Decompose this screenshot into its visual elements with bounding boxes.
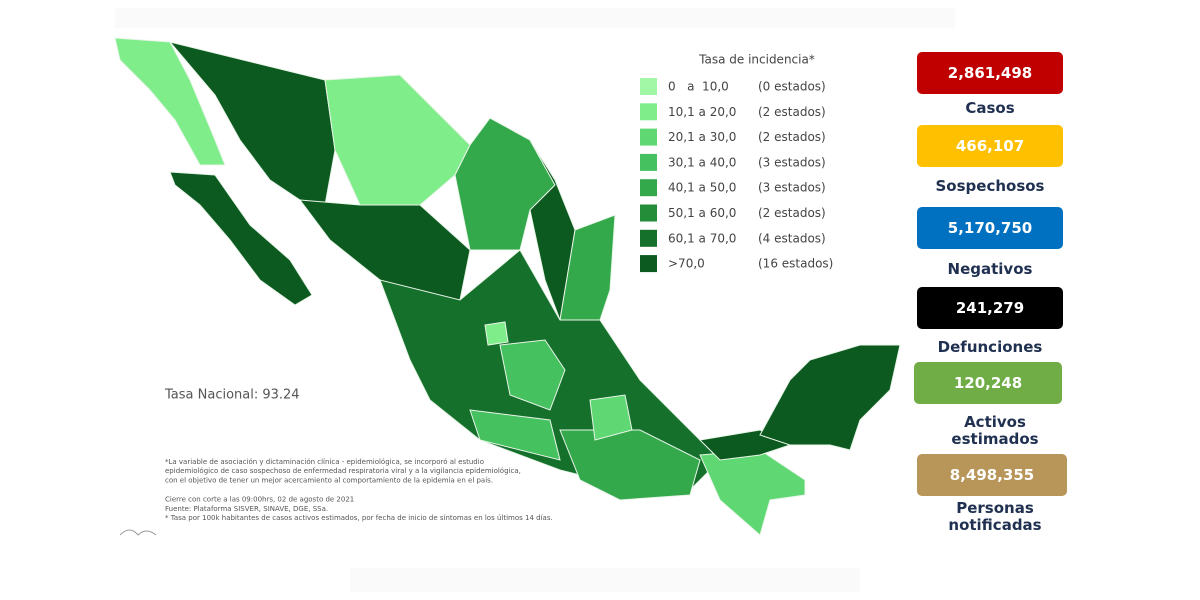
legend-swatch (640, 179, 657, 197)
stat-value: 2,861,498 (917, 52, 1063, 94)
state (589, 394, 633, 441)
stat-label: Defunciones (937, 338, 1043, 356)
footnote: epidemiológico de caso sospechoso de enf… (165, 467, 521, 475)
logo (119, 529, 157, 536)
legend-range: 10,1 a 20,0 (668, 105, 736, 119)
stat-value: 8,498,355 (917, 454, 1067, 496)
legend-range: 40,1 a 50,0 (668, 181, 736, 195)
footnote: Fuente: Plataforma SISVER, SINAVE, DGE, … (165, 505, 328, 513)
legend-swatch (640, 128, 657, 146)
state (529, 139, 576, 322)
state (559, 214, 616, 321)
legend-swatch (640, 255, 657, 273)
stat-label: Personas notificadas (948, 499, 1042, 534)
state (469, 409, 561, 461)
legend-swatch (640, 229, 657, 247)
states (114, 37, 901, 536)
legend-count: (0 estados) (758, 80, 826, 94)
legend-swatch (640, 103, 657, 121)
footer-strip (350, 568, 860, 592)
stat-value: 5,170,750 (917, 207, 1063, 249)
legend-range: >70,0 (668, 257, 705, 271)
stat-value: 466,107 (917, 125, 1063, 167)
stat-value: 241,279 (917, 287, 1063, 329)
header-strip (115, 8, 955, 28)
state (759, 344, 901, 451)
legend-count: (3 estados) (758, 155, 826, 169)
legend-range: 0 a 10,0 (668, 80, 729, 94)
legend-count: (2 estados) (758, 130, 826, 144)
stat-label: Casos (965, 99, 1015, 117)
legend-range: 20,1 a 30,0 (668, 130, 736, 144)
legend-count: (2 estados) (758, 206, 826, 220)
state (169, 171, 313, 306)
legend-swatch (640, 78, 657, 95)
state (114, 37, 226, 166)
state (499, 339, 566, 411)
stat-label: Negativos (947, 260, 1033, 278)
stat-label: Sospechosos (935, 177, 1045, 195)
legend-swatch (640, 153, 657, 171)
footnote: *La variable de asociación y dictaminaci… (165, 458, 484, 466)
legend-range: 30,1 a 40,0 (668, 155, 736, 169)
stat-label: Activos estimados (951, 413, 1039, 448)
state (324, 74, 471, 206)
footnote: Cierre con corte a las 09:00hrs, 02 de a… (165, 496, 354, 504)
footnotes: *La variable de asociación y dictaminaci… (165, 458, 553, 522)
stat-value: 120,248 (914, 362, 1062, 404)
legend-count: (3 estados) (758, 181, 826, 195)
legend-count: (16 estados) (758, 257, 833, 271)
national-rate: Tasa Nacional: 93.24 (164, 388, 300, 403)
state (484, 321, 509, 346)
footnote: * Tasa por 100k habitantes de casos acti… (165, 514, 553, 522)
legend-title: Tasa de incidencia* (698, 53, 815, 67)
legend: 0 a 10,0 (0 estados) 10,1 a 20,0 (2 estados… (640, 78, 833, 273)
legend-count: (2 estados) (758, 105, 826, 119)
state (699, 449, 806, 536)
legend-swatch (640, 204, 657, 222)
footnote: con el objetivo de tener un mejor acerca… (165, 476, 493, 484)
legend-range: 50,1 a 60,0 (668, 206, 736, 220)
legend-range: 60,1 a 70,0 (668, 231, 736, 245)
legend-count: (4 estados) (758, 231, 826, 245)
state (559, 429, 701, 501)
